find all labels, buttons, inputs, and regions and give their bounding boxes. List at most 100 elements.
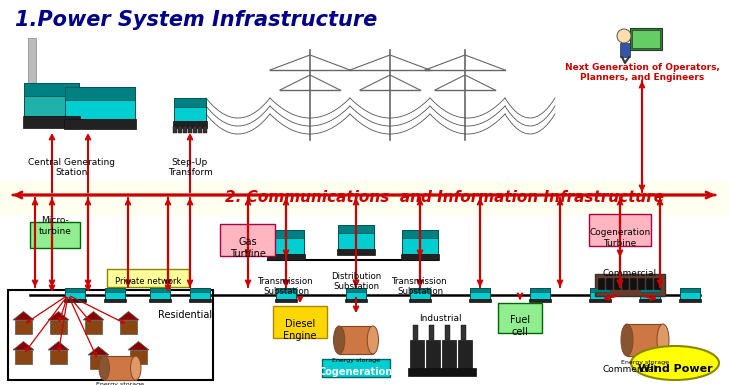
Bar (15, 350, 32, 363)
Bar (622, 278, 629, 290)
Bar (15, 320, 32, 333)
Bar (173, 121, 207, 128)
Bar (470, 288, 490, 292)
Bar (345, 298, 367, 302)
Text: Energy storage: Energy storage (332, 358, 380, 363)
Bar (595, 274, 665, 296)
Bar (410, 340, 424, 370)
Polygon shape (118, 311, 139, 320)
Bar (470, 288, 490, 298)
Polygon shape (13, 311, 34, 320)
Bar (338, 225, 374, 233)
Bar (529, 298, 551, 302)
Ellipse shape (130, 356, 141, 380)
Bar (276, 288, 296, 298)
Bar (606, 278, 613, 290)
Bar (640, 288, 660, 292)
Bar (442, 340, 456, 370)
Text: Cogeneration: Cogeneration (319, 367, 393, 377)
Bar (680, 288, 700, 292)
Bar (149, 298, 171, 302)
Bar (85, 320, 102, 333)
Bar (530, 288, 550, 292)
Bar (8, 290, 213, 380)
Bar (104, 356, 136, 380)
Bar (627, 324, 663, 356)
Bar (630, 278, 637, 290)
Bar (50, 350, 67, 363)
Bar (25, 82, 79, 116)
Text: Transmission
Substation: Transmission Substation (258, 277, 313, 296)
Bar (426, 340, 440, 370)
Bar (105, 288, 125, 292)
Bar (64, 298, 86, 302)
Text: Cogeneration
Turbine: Cogeneration Turbine (589, 228, 650, 248)
Text: Energy storage: Energy storage (621, 360, 669, 365)
Bar (268, 230, 304, 238)
Bar (409, 298, 431, 302)
Ellipse shape (367, 326, 378, 354)
Polygon shape (48, 311, 69, 320)
Bar (130, 350, 147, 363)
Text: Energy storage: Energy storage (96, 382, 144, 385)
Text: Residential: Residential (158, 310, 212, 320)
Bar (402, 230, 438, 238)
Bar (65, 87, 135, 119)
Bar (638, 278, 645, 290)
Bar (410, 288, 430, 298)
Bar (630, 28, 662, 50)
Bar (338, 225, 374, 249)
Bar (189, 298, 211, 302)
Bar (445, 325, 450, 340)
Bar (150, 288, 170, 298)
Bar (273, 306, 327, 338)
Bar (105, 288, 125, 298)
Bar (408, 368, 476, 376)
Bar (346, 288, 366, 292)
Bar (28, 38, 36, 96)
Text: Private network: Private network (114, 278, 182, 286)
Bar (589, 298, 611, 302)
Bar (680, 288, 700, 298)
Bar (339, 326, 373, 354)
Text: Fuel
cell: Fuel cell (510, 315, 530, 337)
Polygon shape (83, 311, 104, 320)
Bar (679, 298, 701, 302)
Bar (346, 288, 366, 298)
Bar (120, 320, 137, 333)
Text: Commercial: Commercial (603, 269, 657, 278)
Polygon shape (48, 341, 69, 350)
Text: Diesel
Engine: Diesel Engine (284, 319, 316, 341)
Ellipse shape (99, 356, 109, 380)
Bar (178, 126, 182, 133)
Text: Distribution
Substation: Distribution Substation (331, 272, 381, 291)
Bar (174, 98, 206, 107)
Bar (190, 288, 210, 298)
Bar (107, 269, 189, 287)
Bar (337, 249, 375, 255)
Bar (589, 214, 651, 246)
Bar (590, 288, 610, 292)
Bar (30, 222, 80, 248)
Bar (64, 119, 136, 129)
Text: Transmission
Substation: Transmission Substation (392, 277, 448, 296)
Bar (173, 126, 177, 133)
Bar (23, 116, 80, 127)
Bar (429, 325, 434, 340)
Bar (104, 298, 126, 302)
Text: Gas
Turbine: Gas Turbine (230, 237, 266, 259)
Text: 1.Power System Infrastructure: 1.Power System Infrastructure (15, 10, 377, 30)
Bar (203, 126, 207, 133)
Bar (193, 126, 197, 133)
Bar (590, 288, 610, 298)
Text: Next Generation of Operators,
Planners, and Engineers: Next Generation of Operators, Planners, … (564, 63, 720, 82)
Bar (267, 254, 305, 260)
Ellipse shape (657, 324, 669, 356)
Bar (646, 278, 653, 290)
Bar (25, 82, 79, 96)
Bar (268, 230, 304, 254)
Bar (174, 98, 206, 121)
Bar (598, 278, 605, 290)
Bar (410, 288, 430, 292)
Bar (198, 126, 202, 133)
